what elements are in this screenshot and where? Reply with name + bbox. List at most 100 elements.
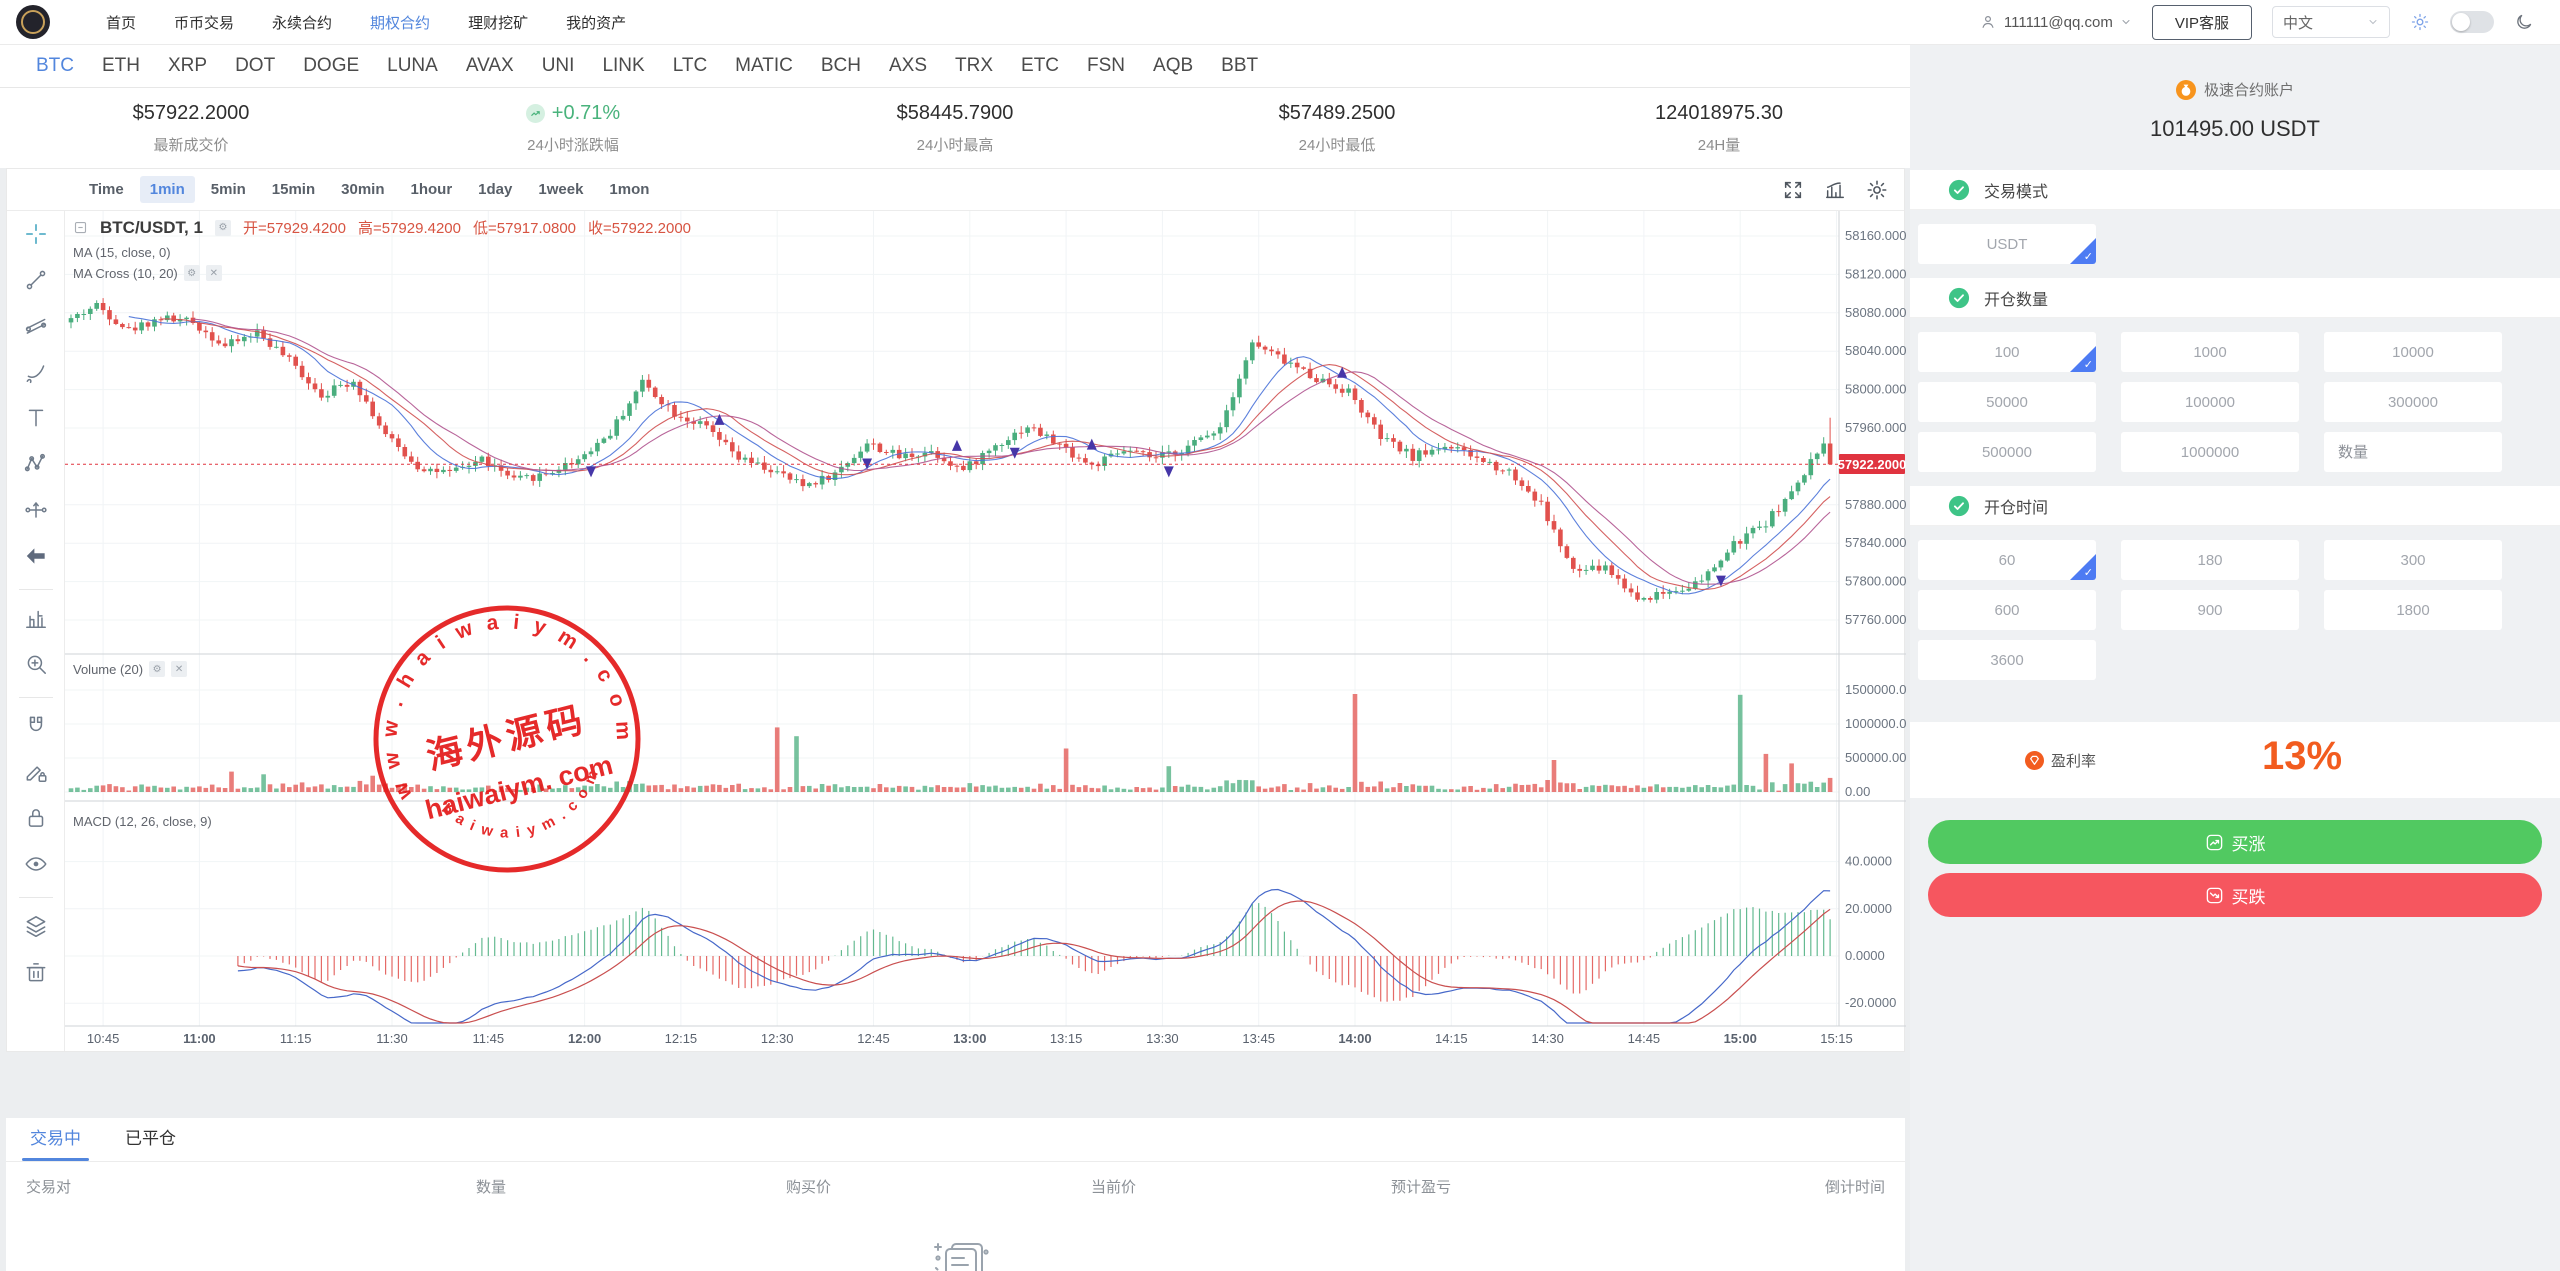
coin-tab-bbt[interactable]: BBT xyxy=(1221,55,1259,76)
amount-option-1000000[interactable]: 1000000 xyxy=(2121,432,2299,472)
amount-option-300000[interactable]: 300000 xyxy=(2324,382,2502,422)
coin-tab-eth[interactable]: ETH xyxy=(102,55,140,76)
coin-tab-uni[interactable]: UNI xyxy=(541,55,575,76)
settings-gear-icon[interactable] xyxy=(1866,179,1888,201)
coin-tab-axs[interactable]: AXS xyxy=(889,55,928,76)
coin-tab-avax[interactable]: AVAX xyxy=(465,55,514,76)
interval-time[interactable]: Time xyxy=(89,181,124,198)
coin-tab-xrp[interactable]: XRP xyxy=(168,55,208,76)
coin-tab-etc[interactable]: ETC xyxy=(1021,55,1060,76)
time-option-600[interactable]: 600 xyxy=(1918,590,2096,630)
stat-value: +0.71% xyxy=(525,102,620,125)
coin-tab-fsn[interactable]: FSN xyxy=(1087,55,1126,76)
mode-option-USDT[interactable]: USDT xyxy=(1918,224,2096,264)
ma-cross-gear-icon[interactable]: ⚙ xyxy=(183,265,200,281)
nav-item-spot-trade[interactable]: 币币交易 xyxy=(174,14,235,32)
time-option-180[interactable]: 180 xyxy=(2121,540,2299,580)
amount-option-100[interactable]: 100 xyxy=(1918,332,2096,372)
nav-item-perpetual[interactable]: 永续合约 xyxy=(272,14,333,32)
amount-option-50000[interactable]: 50000 xyxy=(1918,382,2096,422)
interval-1mon[interactable]: 1mon xyxy=(609,181,650,198)
amount-input[interactable] xyxy=(2324,432,2502,472)
nav-item-home[interactable]: 首页 xyxy=(106,14,137,32)
price-chart[interactable]: 10:45 11:00 11:15 11:30 11:45 12:00 12:15 12:30… xyxy=(65,211,1906,1053)
buy-down-button[interactable]: 买跌 xyxy=(1928,873,2542,917)
interval-1week[interactable]: 1week xyxy=(538,181,584,198)
coin-tab-aqb[interactable]: AQB xyxy=(1153,55,1194,76)
language-select[interactable]: 中文 xyxy=(2272,6,2390,38)
volume-close-icon[interactable]: ✕ xyxy=(171,661,188,677)
legend-ma-cross: MA Cross (10, 20) xyxy=(73,265,178,281)
interval-1day[interactable]: 1day xyxy=(478,181,513,198)
volume-gear-icon[interactable]: ⚙ xyxy=(149,661,166,677)
brand-logo-icon[interactable] xyxy=(16,5,50,39)
amount-option-500000[interactable]: 500000 xyxy=(1918,432,2096,472)
indicators-icon[interactable] xyxy=(1824,179,1846,201)
zoom-in-icon[interactable] xyxy=(23,651,49,682)
amount-option-100000[interactable]: 100000 xyxy=(2121,382,2299,422)
coin-tab-ltc[interactable]: LTC xyxy=(672,55,708,76)
time-option-300[interactable]: 300 xyxy=(2324,540,2502,580)
ma-cross-close-icon[interactable]: ✕ xyxy=(205,265,222,281)
amount-option-10000[interactable]: 10000 xyxy=(2324,332,2502,372)
interval-1min[interactable]: 1min xyxy=(139,176,195,203)
top-navbar: 首页 币币交易 永续合约 期权合约 理财挖矿 我的资产 111111@qq.com VIP… xyxy=(0,0,2560,45)
time-option-60[interactable]: 60 xyxy=(1918,540,2096,580)
crosshair-icon[interactable] xyxy=(23,221,49,252)
fib-lines-icon[interactable] xyxy=(23,313,49,344)
collapse-icon[interactable] xyxy=(73,220,88,235)
time-option-3600[interactable]: 3600 xyxy=(1918,640,2096,680)
arrow-left-icon[interactable] xyxy=(23,543,49,574)
nav-item-mining[interactable]: 理财挖矿 xyxy=(468,14,529,32)
vip-service-button[interactable]: VIP客服 xyxy=(2151,4,2252,40)
coin-tab-trx[interactable]: TRX xyxy=(955,55,994,76)
fullscreen-icon[interactable] xyxy=(1782,179,1804,201)
col-3: 当前价 xyxy=(1091,1179,1137,1196)
draw-lock-icon[interactable] xyxy=(23,759,49,790)
stat-high-24h: $58445.7900 24小时最高 xyxy=(764,88,1146,168)
col-0: 交易对 xyxy=(26,1179,72,1196)
bar-settings-icon[interactable] xyxy=(23,605,49,636)
trend-up-badge-icon xyxy=(525,103,545,123)
coin-tab-bch[interactable]: BCH xyxy=(820,55,861,76)
positions-tab-0[interactable]: 交易中 xyxy=(22,1124,89,1161)
coin-tab-matic[interactable]: MATIC xyxy=(735,55,793,76)
buy-up-button[interactable]: 买涨 xyxy=(1928,820,2542,864)
interval-1hour[interactable]: 1hour xyxy=(410,181,453,198)
layers-icon[interactable] xyxy=(23,913,49,944)
xabcd-pattern-icon[interactable] xyxy=(23,451,49,482)
coin-tab-link[interactable]: LINK xyxy=(602,55,645,76)
trash-icon[interactable] xyxy=(23,959,49,990)
time-option-1800[interactable]: 1800 xyxy=(2324,590,2502,630)
eye-icon[interactable] xyxy=(23,851,49,882)
positions-tab-1[interactable]: 已平仓 xyxy=(125,1129,176,1148)
stat-label: 24小时涨跌幅 xyxy=(527,136,619,154)
amount-option-1000[interactable]: 1000 xyxy=(2121,332,2299,372)
coin-tab-doge[interactable]: DOGE xyxy=(303,55,360,76)
svg-text:57960.0000: 57960.0000 xyxy=(1845,420,1906,435)
svg-text:58000.0000: 58000.0000 xyxy=(1845,382,1906,397)
nav-item-options[interactable]: 期权合约 xyxy=(370,14,431,32)
magnet-icon[interactable] xyxy=(23,713,49,744)
legend-high: 高=57929.4200 xyxy=(357,220,461,237)
interval-15min[interactable]: 15min xyxy=(271,181,316,198)
time-option-900[interactable]: 900 xyxy=(2121,590,2299,630)
brush-icon[interactable] xyxy=(23,359,49,390)
interval-5min[interactable]: 5min xyxy=(210,181,246,198)
svg-text:57880.0000: 57880.0000 xyxy=(1845,497,1906,512)
lock-icon[interactable] xyxy=(23,805,49,836)
trend-line-icon[interactable] xyxy=(23,267,49,298)
legend-gear-icon[interactable]: ⚙ xyxy=(214,219,231,236)
text-icon[interactable] xyxy=(23,405,49,436)
interval-30min[interactable]: 30min xyxy=(341,181,385,198)
nav-item-assets[interactable]: 我的资产 xyxy=(566,14,627,32)
trade-mode-options: USDT xyxy=(1910,210,2560,278)
coin-tab-dot[interactable]: DOT xyxy=(235,55,276,76)
chart-interval-toolbar: Time 1min 5min 15min 30min 1hour 1day 1week 1mon xyxy=(7,169,1904,211)
user-account-chip[interactable]: 111111@qq.com xyxy=(1979,13,2132,31)
coin-tab-btc[interactable]: BTC xyxy=(36,55,74,76)
forecast-icon[interactable] xyxy=(23,497,49,528)
coin-tab-luna[interactable]: LUNA xyxy=(387,55,438,76)
theme-toggle[interactable] xyxy=(2450,11,2494,33)
stat-volume-24h: 124018975.30 24H量 xyxy=(1528,88,1910,168)
